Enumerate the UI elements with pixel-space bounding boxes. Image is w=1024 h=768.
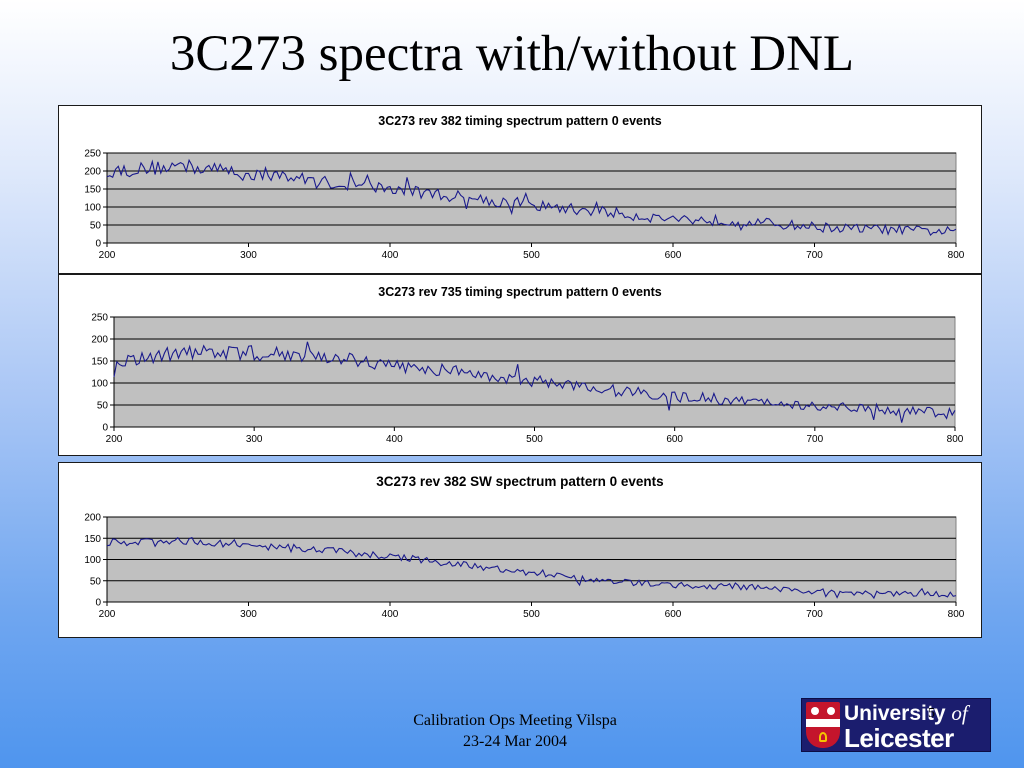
- y-tick-label: 200: [91, 335, 108, 346]
- y-tick-label: 250: [91, 313, 108, 324]
- x-tick-label: 600: [666, 434, 683, 445]
- chart-rev382-timing: 3C273 rev 382 timing spectrum pattern 0 …: [58, 105, 982, 274]
- x-tick-label: 700: [806, 434, 823, 445]
- series-line: [106, 536, 957, 600]
- x-tick-label: 500: [523, 609, 540, 620]
- logo-leicester: Leicester: [844, 723, 954, 752]
- chart-rev382-sw-svg: 3C273 rev 382 SW spectrum pattern 0 even…: [84, 474, 965, 620]
- chart-rev735-timing: 3C273 rev 735 timing spectrum pattern 0 …: [58, 274, 982, 456]
- y-tick-label: 0: [95, 598, 101, 609]
- y-tick-label: 100: [84, 203, 101, 214]
- x-tick-label: 200: [99, 609, 116, 620]
- shield-icon: [806, 702, 840, 748]
- x-tick-label: 800: [947, 434, 964, 445]
- logo-university: University of: [844, 701, 968, 725]
- x-tick-label: 400: [382, 250, 399, 261]
- y-tick-label: 150: [91, 357, 108, 368]
- series-line: [113, 341, 956, 423]
- y-tick-label: 150: [84, 534, 101, 545]
- page-number: 5: [928, 706, 935, 721]
- x-tick-label: 600: [665, 609, 682, 620]
- plot-area: [113, 316, 956, 428]
- y-tick-label: 150: [84, 185, 101, 196]
- y-tick-label: 250: [84, 149, 101, 160]
- y-tick-label: 100: [91, 379, 108, 390]
- y-tick-label: 100: [84, 555, 101, 566]
- chart-title: 3C273 rev 382 timing spectrum pattern 0 …: [378, 114, 662, 128]
- x-tick-label: 700: [806, 250, 823, 261]
- chart-title: 3C273 rev 735 timing spectrum pattern 0 …: [378, 285, 662, 299]
- plot-area: [106, 152, 957, 244]
- x-tick-label: 800: [948, 250, 965, 261]
- x-tick-label: 300: [246, 434, 263, 445]
- y-tick-label: 50: [90, 221, 102, 232]
- y-tick-label: 200: [84, 167, 101, 178]
- footer-date: 23-24 Mar 2004: [463, 733, 567, 750]
- x-tick-label: 300: [240, 250, 257, 261]
- chart-title: 3C273 rev 382 SW spectrum pattern 0 even…: [376, 474, 663, 489]
- y-tick-label: 50: [90, 576, 102, 587]
- x-tick-label: 300: [240, 609, 257, 620]
- university-logo: University of Leicester: [801, 698, 991, 752]
- footer-meeting: Calibration Ops Meeting Vilspa: [413, 712, 617, 729]
- x-tick-label: 600: [665, 250, 682, 261]
- x-tick-label: 200: [99, 250, 116, 261]
- y-tick-label: 0: [95, 239, 101, 250]
- chart-rev382-timing-svg: 3C273 rev 382 timing spectrum pattern 0 …: [84, 114, 965, 261]
- chart-rev735-timing-svg: 3C273 rev 735 timing spectrum pattern 0 …: [91, 285, 964, 445]
- x-tick-label: 400: [382, 609, 399, 620]
- x-tick-label: 500: [523, 250, 540, 261]
- x-tick-label: 200: [106, 434, 123, 445]
- footer: Calibration Ops Meeting Vilspa 23-24 Mar…: [360, 710, 670, 752]
- x-tick-label: 700: [806, 609, 823, 620]
- x-tick-label: 800: [948, 609, 965, 620]
- y-tick-label: 0: [102, 423, 108, 434]
- series-line: [106, 158, 957, 237]
- chart-rev382-sw: 3C273 rev 382 SW spectrum pattern 0 even…: [58, 462, 982, 638]
- x-tick-label: 400: [386, 434, 403, 445]
- x-tick-label: 500: [526, 434, 543, 445]
- slide-title: 3C273 spectra with/without DNL: [169, 26, 855, 82]
- y-tick-label: 200: [84, 513, 101, 524]
- y-tick-label: 50: [97, 401, 109, 412]
